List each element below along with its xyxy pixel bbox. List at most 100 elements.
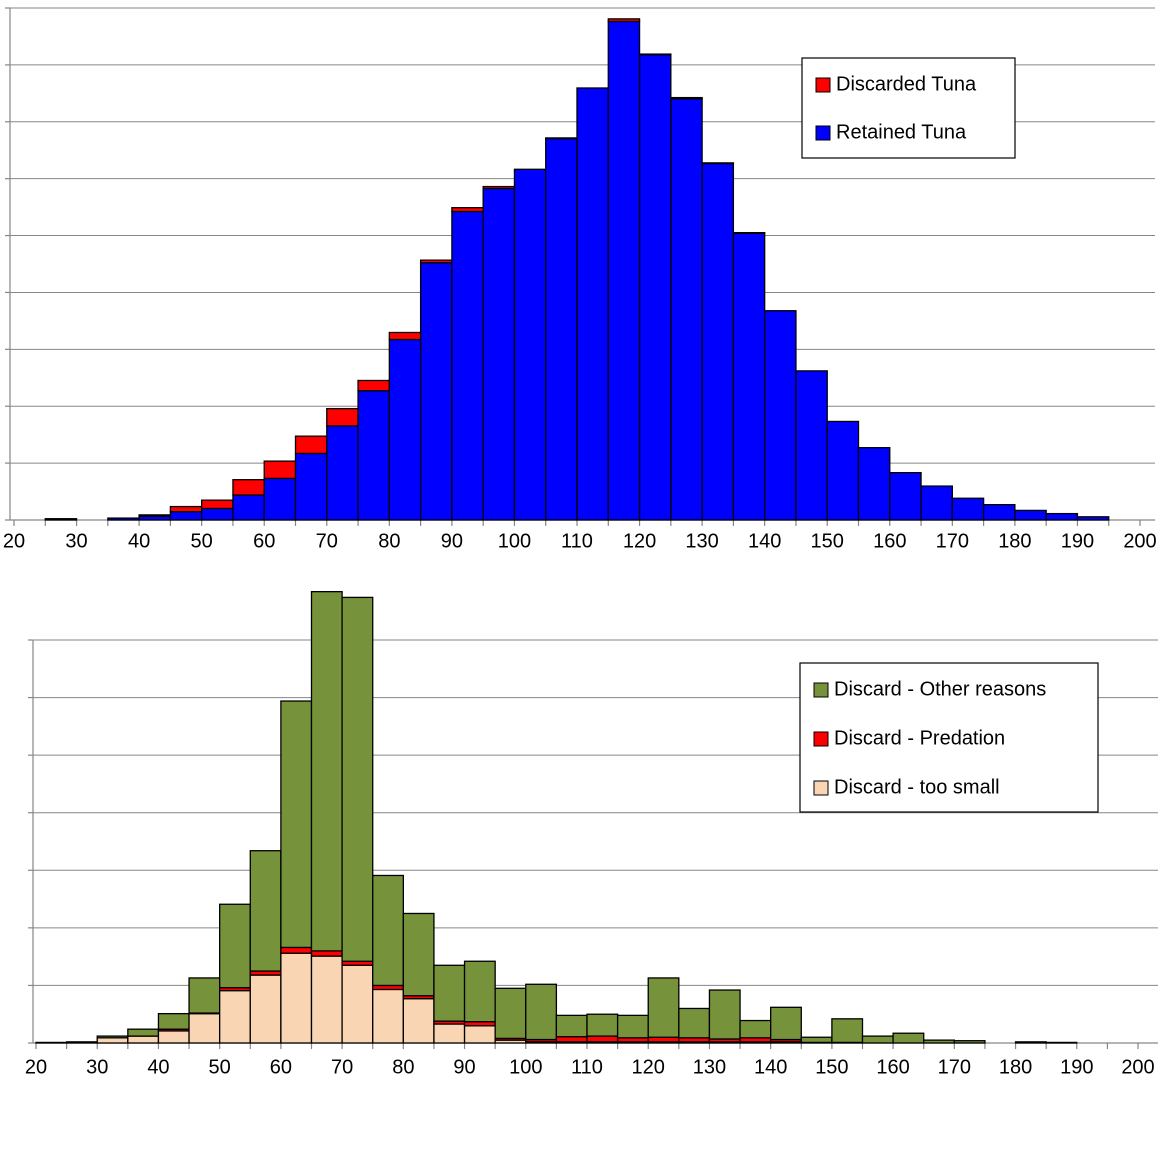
bar-discard-other-reasons-60 [280,700,313,949]
bar-discard-other-reasons-165 [923,1039,955,1044]
bar-discarded-tuna-120 [638,53,672,56]
legend-swatch [813,780,829,796]
bar-retained-tuna-55 [232,494,265,521]
legend [799,662,1099,813]
x-tick-label: 110 [571,1056,603,1078]
bar-retained-tuna-125 [670,98,703,521]
x-tick-label: 40 [128,530,150,552]
bar-retained-tuna-130 [701,162,735,521]
bar-discard-other-reasons-135 [739,1019,772,1039]
bar-discard-other-reasons-110 [586,1013,619,1037]
x-tick-label: 50 [209,1056,231,1078]
bar-discard-other-reasons-150 [831,1018,864,1044]
bar-discard-other-reasons-40 [157,1012,190,1030]
bar-retained-tuna-35 [107,517,140,521]
bar-discard-predation-120 [647,1036,680,1043]
bar-discard-too-small-70 [341,964,374,1044]
bar-retained-tuna-25 [44,518,78,521]
bar-discard-other-reasons-75 [372,874,404,987]
x-tick-label: 120 [632,1056,665,1078]
legend-label: Discard - Other reasons [834,678,1046,700]
bar-discard-other-reasons-35 [127,1028,160,1037]
bar-discard-too-small-30 [96,1037,129,1044]
bar-discard-too-small-45 [188,1012,221,1044]
x-tick-label: 80 [392,1056,414,1078]
x-tick-label: 120 [623,530,656,552]
bar-retained-tuna-85 [419,262,453,521]
bar-discarded-tuna-50 [201,499,234,510]
bar-discard-too-small-40 [157,1030,190,1044]
bar-discarded-tuna-85 [419,259,453,264]
bar-retained-tuna-180 [1014,509,1047,521]
bar-retained-tuna-155 [857,447,891,521]
x-tick-label: 90 [453,1056,475,1078]
legend-label: Retained Tuna [836,121,967,143]
bar-discard-other-reasons-70 [341,596,374,962]
x-tick-label: 20 [25,1056,47,1078]
bar-discard-other-reasons-160 [892,1032,925,1044]
bar-retained-tuna-100 [513,168,547,521]
legend-label: Discard - Predation [834,727,1005,749]
bar-discard-too-small-60 [280,952,313,1044]
bar-retained-tuna-95 [482,187,516,521]
bar-discard-other-reasons-140 [770,1006,802,1041]
x-tick-label: 60 [253,530,275,552]
x-tick-label: 30 [86,1056,108,1078]
bar-retained-tuna-70 [326,425,359,521]
x-tick-label: 150 [815,1056,848,1078]
x-tick-label: 160 [876,1056,909,1078]
bar-discarded-tuna-65 [294,435,328,455]
legend-swatch [815,77,831,93]
x-tick-label: 80 [378,530,400,552]
bar-discard-too-small-65 [310,955,343,1044]
bar-retained-tuna-190 [1076,516,1110,521]
x-tick-label: 50 [191,530,213,552]
bar-retained-tuna-135 [732,232,766,521]
bar-discarded-tuna-95 [482,185,516,190]
bar-discard-predation-105 [555,1036,588,1043]
bar-discard-too-small-50 [219,989,251,1044]
x-tick-label: 140 [748,530,781,552]
bar-discard-too-small-85 [433,1023,466,1044]
bar-retained-tuna-105 [545,137,578,521]
bar-discard-other-reasons-185 [1045,1041,1078,1044]
bar-discard-predation-60 [280,946,313,954]
bar-discard-other-reasons-50 [219,903,251,989]
bar-retained-tuna-115 [607,20,641,521]
chart-discard-reasons: 20 30 40 50 60 70 80 90 100 110 120 130 140 150 160 170… [25,590,1158,1078]
x-tick-label: 130 [685,530,718,552]
bar-discard-other-reasons-20 [35,1041,68,1044]
x-tick-label: 110 [561,530,593,552]
bar-discard-other-reasons-85 [433,964,466,1022]
bar-retained-tuna-185 [1045,512,1079,521]
x-tick-label: 200 [1121,1056,1154,1078]
bar-discarded-tuna-45 [169,505,203,513]
x-tick-label: 40 [147,1056,169,1078]
bar-discarded-tuna-130 [701,162,735,165]
bar-retained-tuna-50 [201,507,234,521]
x-tick-label: 170 [938,1056,971,1078]
bar-retained-tuna-75 [357,390,390,521]
bar-retained-tuna-145 [795,370,828,521]
bar-retained-tuna-120 [638,54,672,521]
x-tick-label: 140 [754,1056,787,1078]
bar-discarded-tuna-115 [607,18,641,23]
x-tick-label: 170 [936,530,969,552]
legend-swatch [815,125,831,141]
bar-discard-other-reasons-55 [249,850,282,972]
bar-retained-tuna-45 [169,511,203,521]
bar-discarded-tuna-105 [545,137,578,140]
bar-retained-tuna-165 [920,485,953,521]
x-tick-label: 130 [693,1056,726,1078]
x-tick-label: 30 [65,530,87,552]
bar-discard-other-reasons-130 [708,989,741,1040]
bar-retained-tuna-110 [576,87,609,521]
bar-discarded-tuna-55 [232,479,265,496]
bar-discard-other-reasons-30 [96,1035,129,1039]
legend-swatch [813,682,829,698]
x-tick-label: 70 [331,1056,353,1078]
legend [801,57,1016,159]
x-tick-label: 60 [270,1056,292,1078]
bar-discard-other-reasons-100 [525,983,558,1041]
x-tick-label: 190 [1060,1056,1093,1078]
